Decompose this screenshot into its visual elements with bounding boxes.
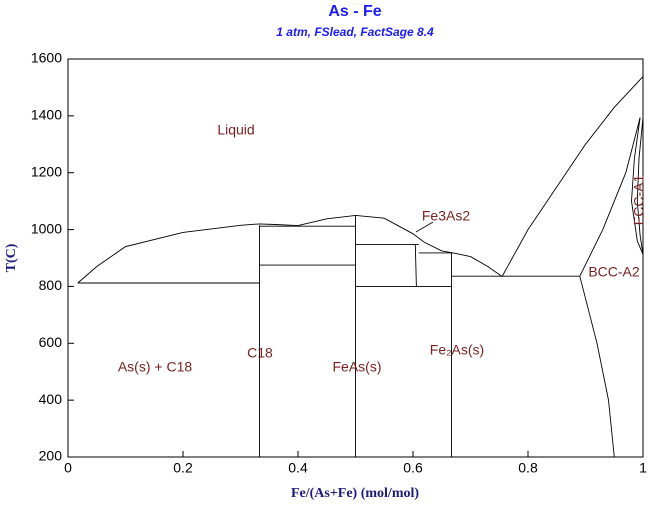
chart-subtitle: 1 atm, FSlead, FactSage 8.4 xyxy=(276,25,434,39)
y-tick-label: 1400 xyxy=(31,107,62,123)
x-tick-label: 0.4 xyxy=(288,460,308,476)
phase-label: FCC-A1 xyxy=(631,175,647,226)
phase-label: As(s) + C18 xyxy=(118,359,193,375)
phase-boundary xyxy=(501,76,644,277)
y-tick-label: 400 xyxy=(39,391,63,407)
y-tick-label: 1000 xyxy=(31,220,62,236)
x-axis-label: Fe/(As+Fe) (mol/mol) xyxy=(291,486,419,501)
phase-label: FeAs(s) xyxy=(333,359,382,375)
phase-label: Fe₂As(s) xyxy=(430,342,484,358)
x-tick-label: 0 xyxy=(64,460,72,476)
label-pointer xyxy=(415,221,434,233)
phase-boundary xyxy=(579,276,615,458)
phase-boundary xyxy=(631,117,644,255)
y-tick-label: 800 xyxy=(39,277,63,293)
x-tick-label: 1 xyxy=(639,460,647,476)
phase-boundary xyxy=(636,117,644,255)
y-axis-label: T(C) xyxy=(4,243,19,272)
y-tick-label: 600 xyxy=(39,334,63,350)
x-tick-label: 0.2 xyxy=(173,460,193,476)
y-tick-label: 1600 xyxy=(31,50,62,66)
phase-label: C18 xyxy=(247,345,273,361)
phase-boundary xyxy=(579,117,641,277)
phase-label: BCC-A2 xyxy=(588,264,640,280)
phase-label: Fe3As2 xyxy=(422,208,470,224)
x-tick-label: 0.6 xyxy=(403,460,423,476)
x-tick-label: 0.8 xyxy=(518,460,538,476)
y-tick-label: 1200 xyxy=(31,163,62,179)
phase-label: Liquid xyxy=(217,122,254,138)
chart-title: As - Fe xyxy=(328,3,381,20)
y-tick-label: 200 xyxy=(39,448,63,464)
phase-boundary xyxy=(77,214,503,284)
phase-boundary xyxy=(414,244,417,287)
